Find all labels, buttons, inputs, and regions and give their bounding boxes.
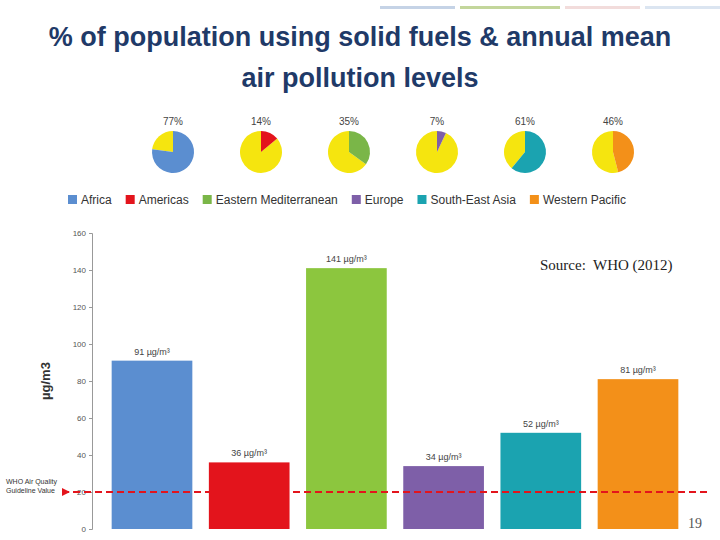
y-tick-mark bbox=[89, 455, 92, 456]
source-note: Source: WHO (2012) bbox=[540, 257, 673, 274]
y-tick: 160 bbox=[73, 229, 92, 238]
legend-label: Europe bbox=[365, 193, 404, 207]
pie-slice bbox=[261, 131, 277, 152]
text-line: Guideline Value bbox=[6, 487, 55, 494]
pie-label: 7% bbox=[430, 116, 445, 127]
y-tick: 100 bbox=[73, 340, 92, 349]
y-tick-mark bbox=[89, 381, 92, 382]
legend-label: Eastern Mediterranean bbox=[216, 193, 338, 207]
y-tick: 120 bbox=[73, 303, 92, 312]
y-tick: 40 bbox=[77, 451, 92, 460]
pie-remainder bbox=[152, 131, 173, 152]
bar-labels: 91 µg/m³ 36 µg/m³ 141 µg/m³ 34 µg/m³ 52 µg/m… bbox=[134, 254, 656, 462]
y-axis-line bbox=[89, 234, 93, 530]
bar bbox=[306, 268, 387, 529]
y-tick: 60 bbox=[77, 414, 92, 423]
pie-slice bbox=[437, 131, 446, 152]
y-tick-label: 40 bbox=[77, 451, 86, 460]
legend-label: Americas bbox=[139, 193, 189, 207]
guideline-label: WHO Air QualityGuideline Value bbox=[6, 478, 57, 494]
legend-swatch bbox=[352, 195, 361, 204]
y-tick-mark bbox=[89, 307, 92, 308]
legend-label: Western Pacific bbox=[543, 193, 626, 207]
pie-slice bbox=[349, 131, 370, 164]
legend-label: Africa bbox=[81, 193, 112, 207]
bar-label: 34 µg/m³ bbox=[426, 452, 462, 462]
pie-slice bbox=[152, 131, 194, 173]
y-axis: 020406080100120140160 bbox=[73, 229, 93, 534]
pie-label: 35% bbox=[339, 116, 359, 127]
y-tick-label: 160 bbox=[73, 229, 87, 238]
pie-slice bbox=[512, 131, 546, 173]
bar bbox=[112, 361, 193, 529]
bar bbox=[598, 379, 679, 529]
bar bbox=[500, 433, 581, 529]
decoration-strip bbox=[565, 6, 640, 9]
decoration-strip bbox=[380, 6, 455, 9]
legend-swatch bbox=[203, 195, 212, 204]
pies: 77% 14% 35% 7% 61% 46% bbox=[152, 116, 634, 173]
y-tick-label: 0 bbox=[82, 525, 87, 534]
y-tick-mark bbox=[89, 270, 92, 271]
legend: Africa Americas Eastern Mediterranean Europ… bbox=[68, 193, 626, 207]
title: % of population using solid fuels & annu… bbox=[49, 22, 672, 93]
y-tick: 0 bbox=[82, 525, 92, 534]
decoration-strip bbox=[645, 6, 720, 9]
y-tick-label: 60 bbox=[77, 414, 86, 423]
decoration-strip bbox=[460, 6, 560, 9]
y-tick-label: 100 bbox=[73, 340, 87, 349]
slide: % of population using solid fuels & annu… bbox=[0, 0, 720, 540]
y-tick: 80 bbox=[77, 377, 92, 386]
legend-label: South-East Asia bbox=[430, 193, 516, 207]
pie-label: 46% bbox=[603, 116, 623, 127]
y-tick-label: 120 bbox=[73, 303, 87, 312]
pie-remainder bbox=[416, 131, 458, 173]
y-tick: 140 bbox=[73, 266, 92, 275]
legend-swatch bbox=[417, 195, 426, 204]
pie bbox=[416, 131, 458, 173]
legend-swatch bbox=[530, 195, 539, 204]
y-tick-mark bbox=[89, 418, 92, 419]
bar-label: 91 µg/m³ bbox=[134, 347, 170, 357]
guideline-arrow bbox=[62, 488, 70, 496]
y-tick-mark bbox=[89, 529, 92, 530]
pie-label: 14% bbox=[251, 116, 271, 127]
pie-slice bbox=[613, 131, 634, 172]
text-line: WHO Air Quality bbox=[6, 478, 57, 486]
bar bbox=[209, 462, 290, 529]
text-line: air pollution levels bbox=[241, 63, 478, 93]
y-tick-label: 140 bbox=[73, 266, 87, 275]
y-axis-title: µg/m3 bbox=[38, 362, 53, 400]
bars bbox=[112, 268, 679, 529]
legend-swatch bbox=[68, 195, 77, 204]
pie bbox=[240, 131, 282, 173]
guideline-line bbox=[62, 491, 708, 493]
text-line: % of population using solid fuels & annu… bbox=[49, 22, 672, 52]
pie-label: 61% bbox=[515, 116, 535, 127]
pie bbox=[328, 131, 370, 173]
guideline: WHO Air QualityGuideline Value bbox=[6, 478, 708, 496]
pie bbox=[152, 131, 194, 173]
bar-label: 141 µg/m³ bbox=[326, 254, 367, 264]
bar-label: 52 µg/m³ bbox=[523, 419, 559, 429]
pie-remainder bbox=[240, 131, 282, 173]
header-decoration bbox=[380, 6, 720, 9]
pie-label: 77% bbox=[163, 116, 183, 127]
pie bbox=[504, 131, 546, 173]
bar bbox=[403, 466, 484, 529]
bar-label: 81 µg/m³ bbox=[620, 365, 656, 375]
y-tick-label: 80 bbox=[77, 377, 86, 386]
y-tick-mark bbox=[89, 344, 92, 345]
legend-swatch bbox=[126, 195, 135, 204]
pie bbox=[592, 131, 634, 173]
page-number: 19 bbox=[688, 516, 702, 531]
y-tick-mark bbox=[89, 233, 92, 234]
bar-label: 36 µg/m³ bbox=[231, 448, 267, 458]
